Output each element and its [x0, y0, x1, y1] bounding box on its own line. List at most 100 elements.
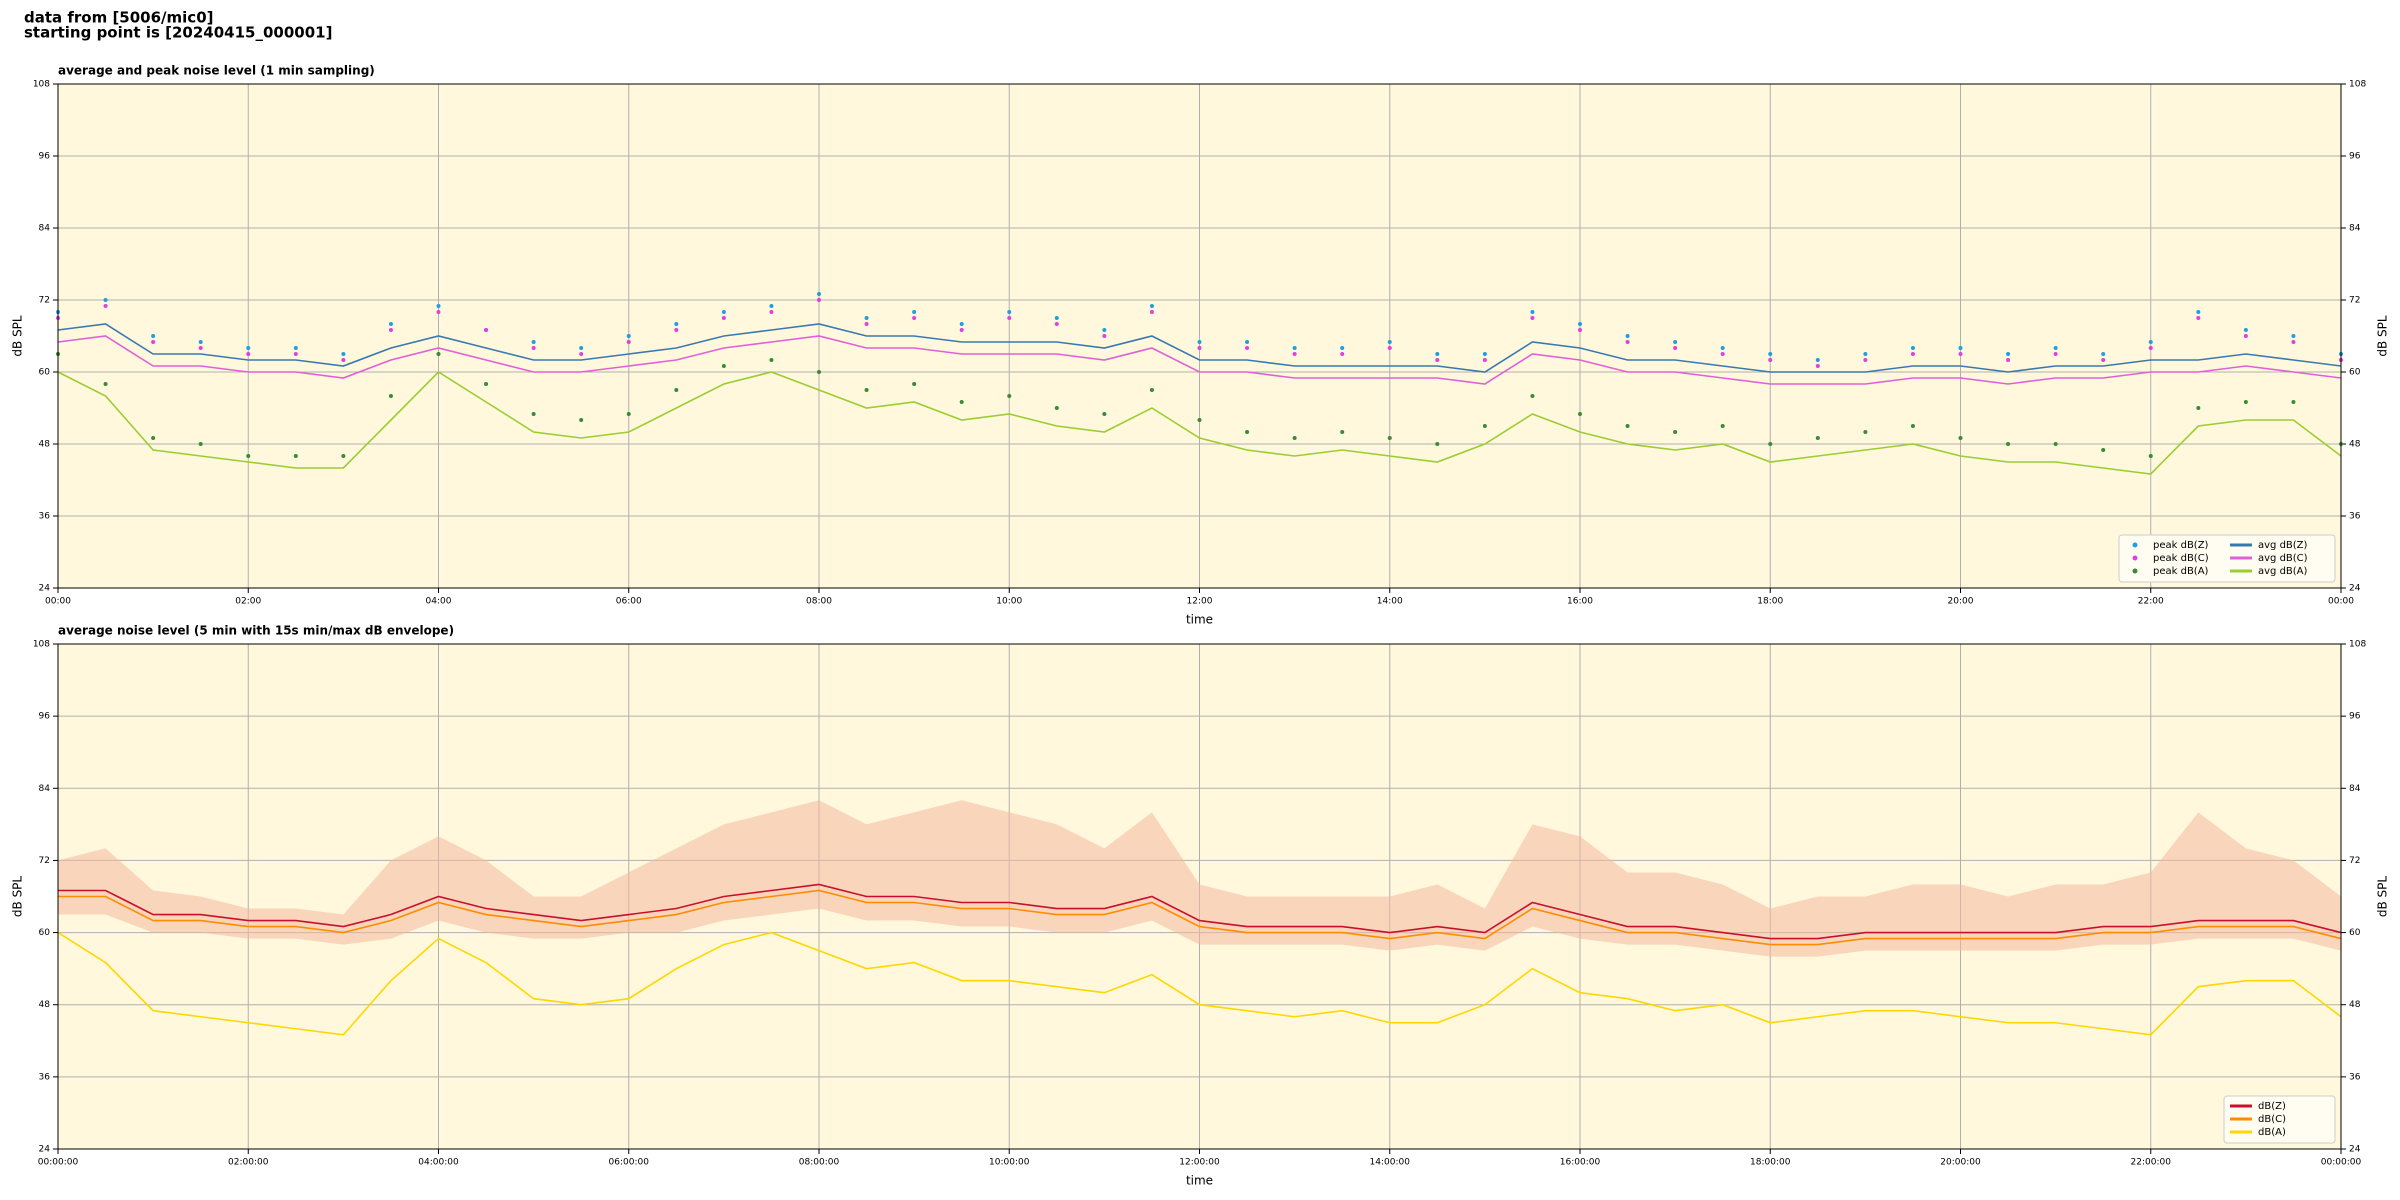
- peak-point: [1340, 346, 1345, 350]
- peak-point: [1958, 346, 1963, 350]
- peak-point: [151, 334, 156, 338]
- peak-point: [817, 370, 821, 374]
- x-tick-label: 20:00:00: [1940, 1158, 1981, 1168]
- peak-point: [388, 394, 393, 398]
- legend-label: dB(C): [2258, 1114, 2286, 1125]
- peak-point: [1435, 352, 1440, 356]
- envelope-band: [58, 800, 2341, 957]
- peak-point: [1387, 340, 1392, 344]
- peak-point: [151, 340, 156, 344]
- x-tick-label: 10:00:00: [989, 1158, 1030, 1168]
- y-tick-label: 36: [39, 512, 51, 522]
- peak-point: [1863, 358, 1868, 362]
- peak-point: [1530, 394, 1535, 398]
- peak-point: [2053, 352, 2058, 356]
- x-tick-label: 04:00: [426, 597, 452, 607]
- peak-point: [626, 412, 631, 416]
- series-line: [57, 323, 2342, 373]
- peak-point: [531, 412, 536, 416]
- x-tick-label: 08:00:00: [799, 1158, 840, 1168]
- peak-point: [1910, 352, 1915, 356]
- legend-marker: [2132, 568, 2138, 574]
- peak-point: [1292, 436, 1297, 440]
- peak-point: [103, 382, 108, 386]
- y-tick-label: 60: [2349, 928, 2361, 938]
- series-line: [58, 883, 2342, 940]
- peak-point: [2053, 442, 2058, 446]
- y-tick-label: 96: [2349, 712, 2361, 722]
- peak-point: [1340, 352, 1345, 356]
- y-tick-label: 24: [2349, 584, 2361, 594]
- legend-label: avg dB(C): [2258, 553, 2308, 564]
- peak-point: [1387, 346, 1392, 350]
- peak-point: [1245, 340, 1250, 344]
- legend-label: avg dB(Z): [2258, 540, 2308, 551]
- plot-frame: [57, 83, 2342, 589]
- peak-point: [1245, 346, 1250, 350]
- chart-title: average noise level (5 min with 15s min/…: [58, 624, 454, 638]
- peak-point: [1625, 340, 1630, 344]
- peak-point: [2291, 334, 2296, 338]
- y-tick-label: 48: [2349, 1000, 2361, 1010]
- x-tick-label: 08:00: [806, 597, 832, 607]
- y-tick-label: 72: [2349, 296, 2360, 306]
- y-tick-label: 48: [39, 1000, 51, 1010]
- peak-point: [912, 310, 917, 314]
- peak-point: [1292, 352, 1297, 356]
- peak-point: [1578, 412, 1582, 416]
- peak-point: [1958, 436, 1963, 440]
- y-tick-label: 60: [39, 368, 51, 378]
- x-tick-label: 16:00:00: [1560, 1158, 1601, 1168]
- peak-point: [769, 310, 774, 314]
- legend-label: dB(Z): [2258, 1101, 2286, 1112]
- y-tick-label: 96: [39, 152, 51, 162]
- x-tick-label: 10:00: [996, 597, 1022, 607]
- x-tick-label: 14:00: [1377, 597, 1403, 607]
- y-tick-label: 84: [2349, 224, 2361, 234]
- y-tick-label: 84: [2349, 784, 2361, 794]
- peak-point: [1102, 334, 1107, 338]
- legend-label: peak dB(A): [2153, 566, 2209, 577]
- x-axis-label: time: [1186, 613, 1213, 627]
- peak-point: [2101, 448, 2106, 452]
- x-tick-label: 18:00: [1757, 597, 1783, 607]
- x-tick-label: 18:00:00: [1750, 1158, 1791, 1168]
- peak-point: [436, 304, 441, 308]
- peak-point: [1530, 310, 1535, 314]
- x-tick-label: 14:00:00: [1370, 1158, 1411, 1168]
- peak-point: [484, 328, 489, 332]
- peak-point: [2006, 442, 2011, 446]
- peak-point: [1197, 418, 1202, 422]
- peak-point: [1863, 352, 1868, 356]
- peak-point: [2196, 316, 2201, 320]
- peak-point: [1673, 430, 1678, 434]
- x-tick-label: 02:00:00: [228, 1158, 269, 1168]
- peak-point: [1054, 406, 1059, 410]
- peak-point: [1435, 442, 1440, 446]
- y-tick-label: 60: [39, 928, 51, 938]
- peak-point: [531, 340, 536, 344]
- peak-point: [246, 352, 251, 356]
- peak-point: [864, 388, 869, 392]
- peak-point: [1292, 346, 1297, 350]
- legend-label: peak dB(C): [2153, 553, 2209, 564]
- peak-point: [769, 304, 774, 308]
- peak-point: [1102, 328, 1107, 332]
- peak-point: [1007, 394, 1012, 398]
- peak-point: [2291, 340, 2296, 344]
- y-tick-label: 108: [2349, 80, 2366, 90]
- y-tick-label: 48: [2349, 440, 2361, 450]
- y-tick-label: 36: [2349, 1072, 2361, 1082]
- x-tick-label: 00:00: [45, 597, 71, 607]
- peak-point: [1720, 346, 1725, 350]
- peak-point: [721, 316, 726, 320]
- peak-point: [674, 388, 679, 392]
- peak-point: [1482, 352, 1487, 356]
- x-tick-label: 02:00: [235, 597, 261, 607]
- peak-point: [579, 346, 584, 350]
- peak-point: [531, 346, 536, 350]
- peak-point: [912, 316, 917, 320]
- x-axis-label: time: [1186, 1174, 1213, 1188]
- y-axis-label: dB SPL: [11, 876, 25, 918]
- series-line: [58, 889, 2342, 946]
